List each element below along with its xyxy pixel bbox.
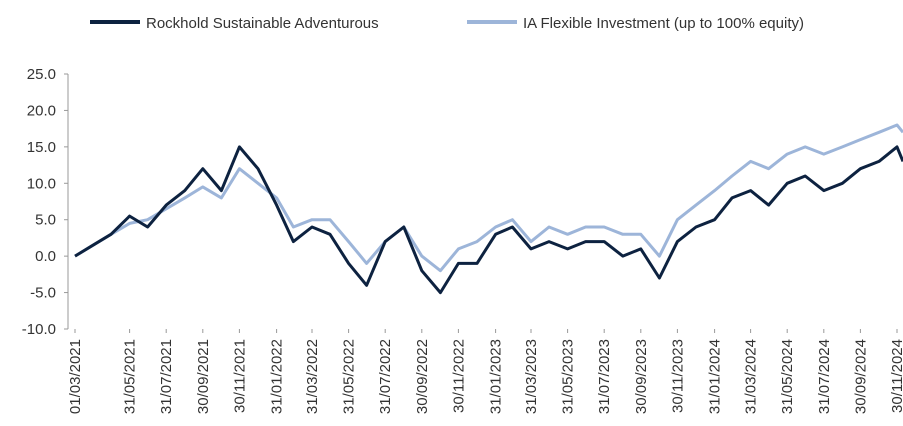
x-tick-label: 31/03/2022 [304, 339, 321, 414]
x-tick-label: 30/11/2023 [669, 339, 686, 413]
x-tick-label: 31/05/2021 [122, 339, 139, 414]
y-tick-label: 5.0 [35, 212, 56, 229]
series-line [74, 145, 903, 295]
x-tick-label: 31/05/2022 [341, 339, 358, 414]
y-tick-label: -10.0 [22, 321, 56, 338]
x-tick-label: 31/05/2023 [560, 339, 577, 414]
series-line [74, 123, 903, 273]
x-tick-label: 31/01/2022 [269, 339, 286, 414]
x-tick-label: 30/09/2021 [195, 339, 212, 414]
x-tick-label: 31/01/2023 [488, 339, 505, 414]
x-tick-label: 30/09/2023 [633, 339, 650, 414]
x-tick-label: 30/11/2022 [450, 339, 467, 413]
legend-label: IA Flexible Investment (up to 100% equit… [523, 15, 804, 32]
y-tick-label: 25.0 [27, 66, 56, 83]
x-tick-label: 31/01/2024 [707, 339, 724, 414]
x-tick-label: 31/05/2024 [779, 339, 796, 414]
y-tick-label: -5.0 [30, 285, 56, 302]
y-tick-label: 10.0 [27, 175, 56, 192]
y-tick-label: 20.0 [27, 102, 56, 119]
x-tick-label: 31/07/2024 [816, 339, 833, 414]
x-tick-label: 30/11/2021 [231, 339, 248, 413]
y-tick-label: 15.0 [27, 139, 56, 156]
x-tick-label: 31/03/2023 [523, 339, 540, 414]
x-tick-label: 01/03/2021 [67, 339, 84, 414]
y-tick-label: 0.0 [35, 248, 56, 265]
x-tick-label: 31/07/2023 [596, 339, 613, 414]
x-tick-label: 30/11/2024 [889, 339, 903, 413]
x-tick-label: 31/07/2021 [158, 339, 175, 414]
x-tick-label: 31/07/2022 [377, 339, 394, 414]
x-tick-label: 30/09/2022 [414, 339, 431, 414]
legend-label: Rockhold Sustainable Adventurous [146, 15, 379, 32]
x-tick-label: 31/03/2024 [743, 339, 760, 414]
x-tick-label: 30/09/2024 [852, 339, 869, 414]
